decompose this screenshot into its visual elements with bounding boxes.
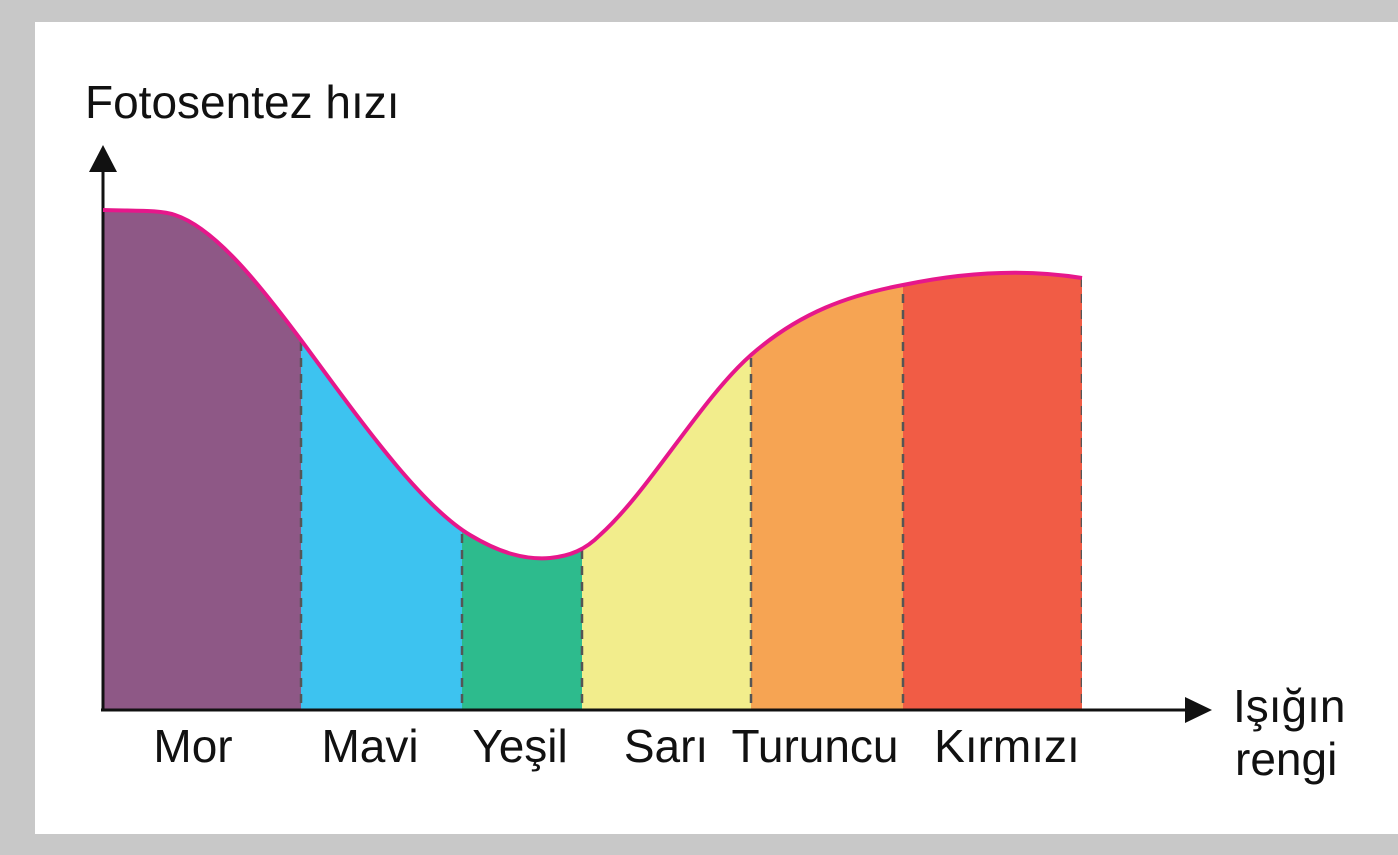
color-band (903, 210, 1082, 710)
y-arrow (89, 145, 117, 172)
x-arrow (1185, 697, 1212, 723)
band-label: Yeşil (472, 720, 567, 772)
band-label: Sarı (624, 720, 708, 772)
band-label: Turuncu (731, 720, 898, 772)
curve (102, 208, 1083, 561)
band-label: Kırmızı (934, 720, 1080, 772)
band-label: Mor (153, 720, 232, 772)
x-axis-label: Işığın (1233, 680, 1346, 732)
y-axis-label: Fotosentez hızı (85, 76, 400, 128)
x-axis-label: rengi (1235, 733, 1337, 785)
band-label: Mavi (321, 720, 418, 772)
